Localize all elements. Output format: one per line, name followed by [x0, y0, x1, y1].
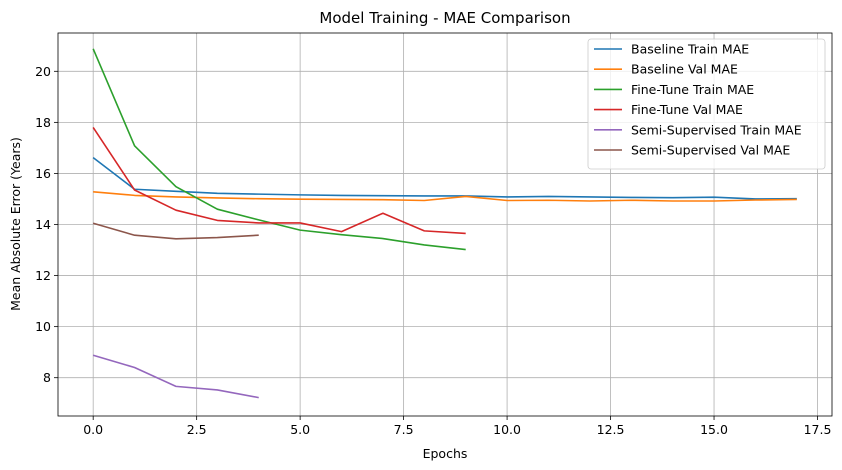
x-tick-label: 7.5	[394, 422, 414, 437]
chart-title: Model Training - MAE Comparison	[319, 9, 570, 27]
series-line-5	[92, 222, 259, 240]
y-axis-label: Mean Absolute Error (Years)	[8, 137, 23, 311]
x-tick-label: 2.5	[187, 422, 207, 437]
series-line-0	[92, 156, 797, 200]
y-axis: 8 10 12 14 16 18 20	[35, 64, 58, 385]
legend-label: Fine-Tune Val MAE	[631, 102, 743, 117]
y-tick-label: 12	[35, 268, 51, 283]
legend-label: Baseline Val MAE	[631, 62, 738, 77]
x-tick-label: 10.0	[493, 422, 521, 437]
x-axis: 0.0 2.5 5.0 7.5 10.0 12.5 15.0 17.5	[83, 416, 831, 437]
x-tick-label: 15.0	[700, 422, 728, 437]
y-tick-label: 14	[35, 217, 51, 232]
series-line-2	[92, 48, 466, 251]
y-tick-label: 8	[43, 370, 51, 385]
y-tick-label: 20	[35, 64, 51, 79]
legend-label: Semi-Supervised Train MAE	[631, 122, 802, 137]
y-tick-label: 18	[35, 115, 51, 130]
series-line-3	[92, 127, 466, 235]
x-tick-label: 17.5	[804, 422, 832, 437]
y-tick-label: 10	[35, 319, 51, 334]
legend-label: Fine-Tune Train MAE	[631, 82, 754, 97]
x-tick-label: 5.0	[290, 422, 310, 437]
series-lines	[92, 48, 797, 399]
legend-label: Baseline Train MAE	[631, 42, 749, 57]
x-tick-label: 12.5	[597, 422, 625, 437]
legend: Baseline Train MAE Baseline Val MAE Fine-T…	[587, 38, 826, 170]
x-axis-label: Epochs	[423, 446, 468, 461]
legend-label: Semi-Supervised Val MAE	[631, 143, 790, 158]
y-tick-label: 16	[35, 166, 51, 181]
x-tick-label: 0.0	[83, 422, 103, 437]
series-line-1	[93, 191, 797, 202]
legend-box	[587, 38, 826, 170]
series-line-4	[92, 354, 259, 399]
